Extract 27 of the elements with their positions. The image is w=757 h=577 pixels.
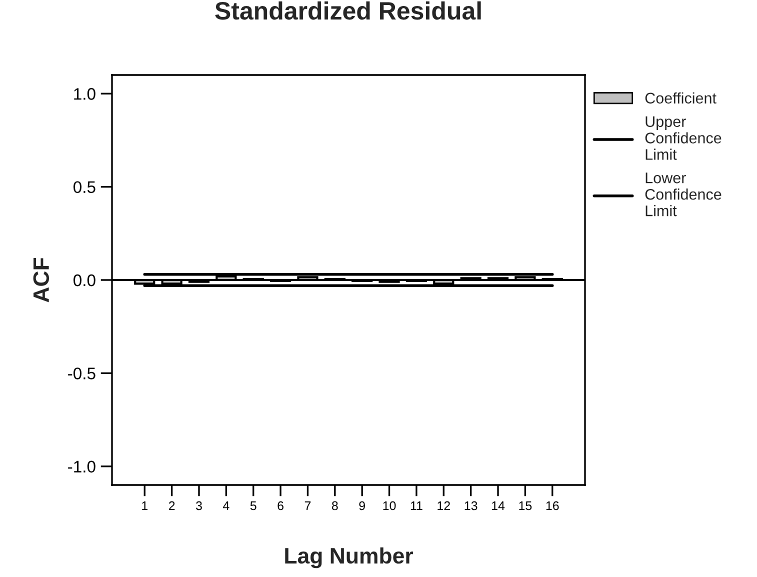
x-tick-label: 5 — [250, 501, 256, 510]
y-axis-title: ACF — [33, 258, 50, 302]
x-tick-label: 14 — [492, 501, 505, 510]
x-tick-label: 1 — [142, 501, 148, 510]
x-tick-label: 12 — [438, 501, 450, 510]
x-tick-label: 11 — [410, 501, 422, 510]
chart-title: Standardized Residual — [215, 1, 481, 20]
y-tick-label: 0.5 — [74, 181, 96, 194]
legend-label: Lower Confidence Limit — [645, 172, 722, 216]
x-tick-label: 4 — [222, 501, 230, 510]
x-tick-label: 7 — [304, 501, 311, 510]
x-tick-label: 10 — [383, 501, 396, 510]
y-tick-label: -1.0 — [68, 460, 96, 473]
x-tick-label: 9 — [359, 501, 365, 510]
legend-label: Coefficient — [645, 92, 716, 104]
x-tick-label: 15 — [519, 501, 532, 510]
x-tick-label: 8 — [332, 501, 338, 510]
x-tick-label: 16 — [546, 501, 559, 510]
y-tick-label: 1.0 — [74, 88, 96, 100]
y-tick-label: 0.0 — [74, 274, 96, 286]
x-tick-label: 2 — [168, 501, 175, 510]
x-axis-title: Lag Number — [285, 547, 413, 568]
x-tick-label: 6 — [278, 501, 284, 510]
y-tick-label: -0.5 — [68, 368, 96, 380]
legend-label: Upper Confidence Limit — [645, 116, 722, 160]
x-tick-label: 3 — [196, 501, 202, 510]
x-tick-label: 13 — [464, 501, 478, 510]
